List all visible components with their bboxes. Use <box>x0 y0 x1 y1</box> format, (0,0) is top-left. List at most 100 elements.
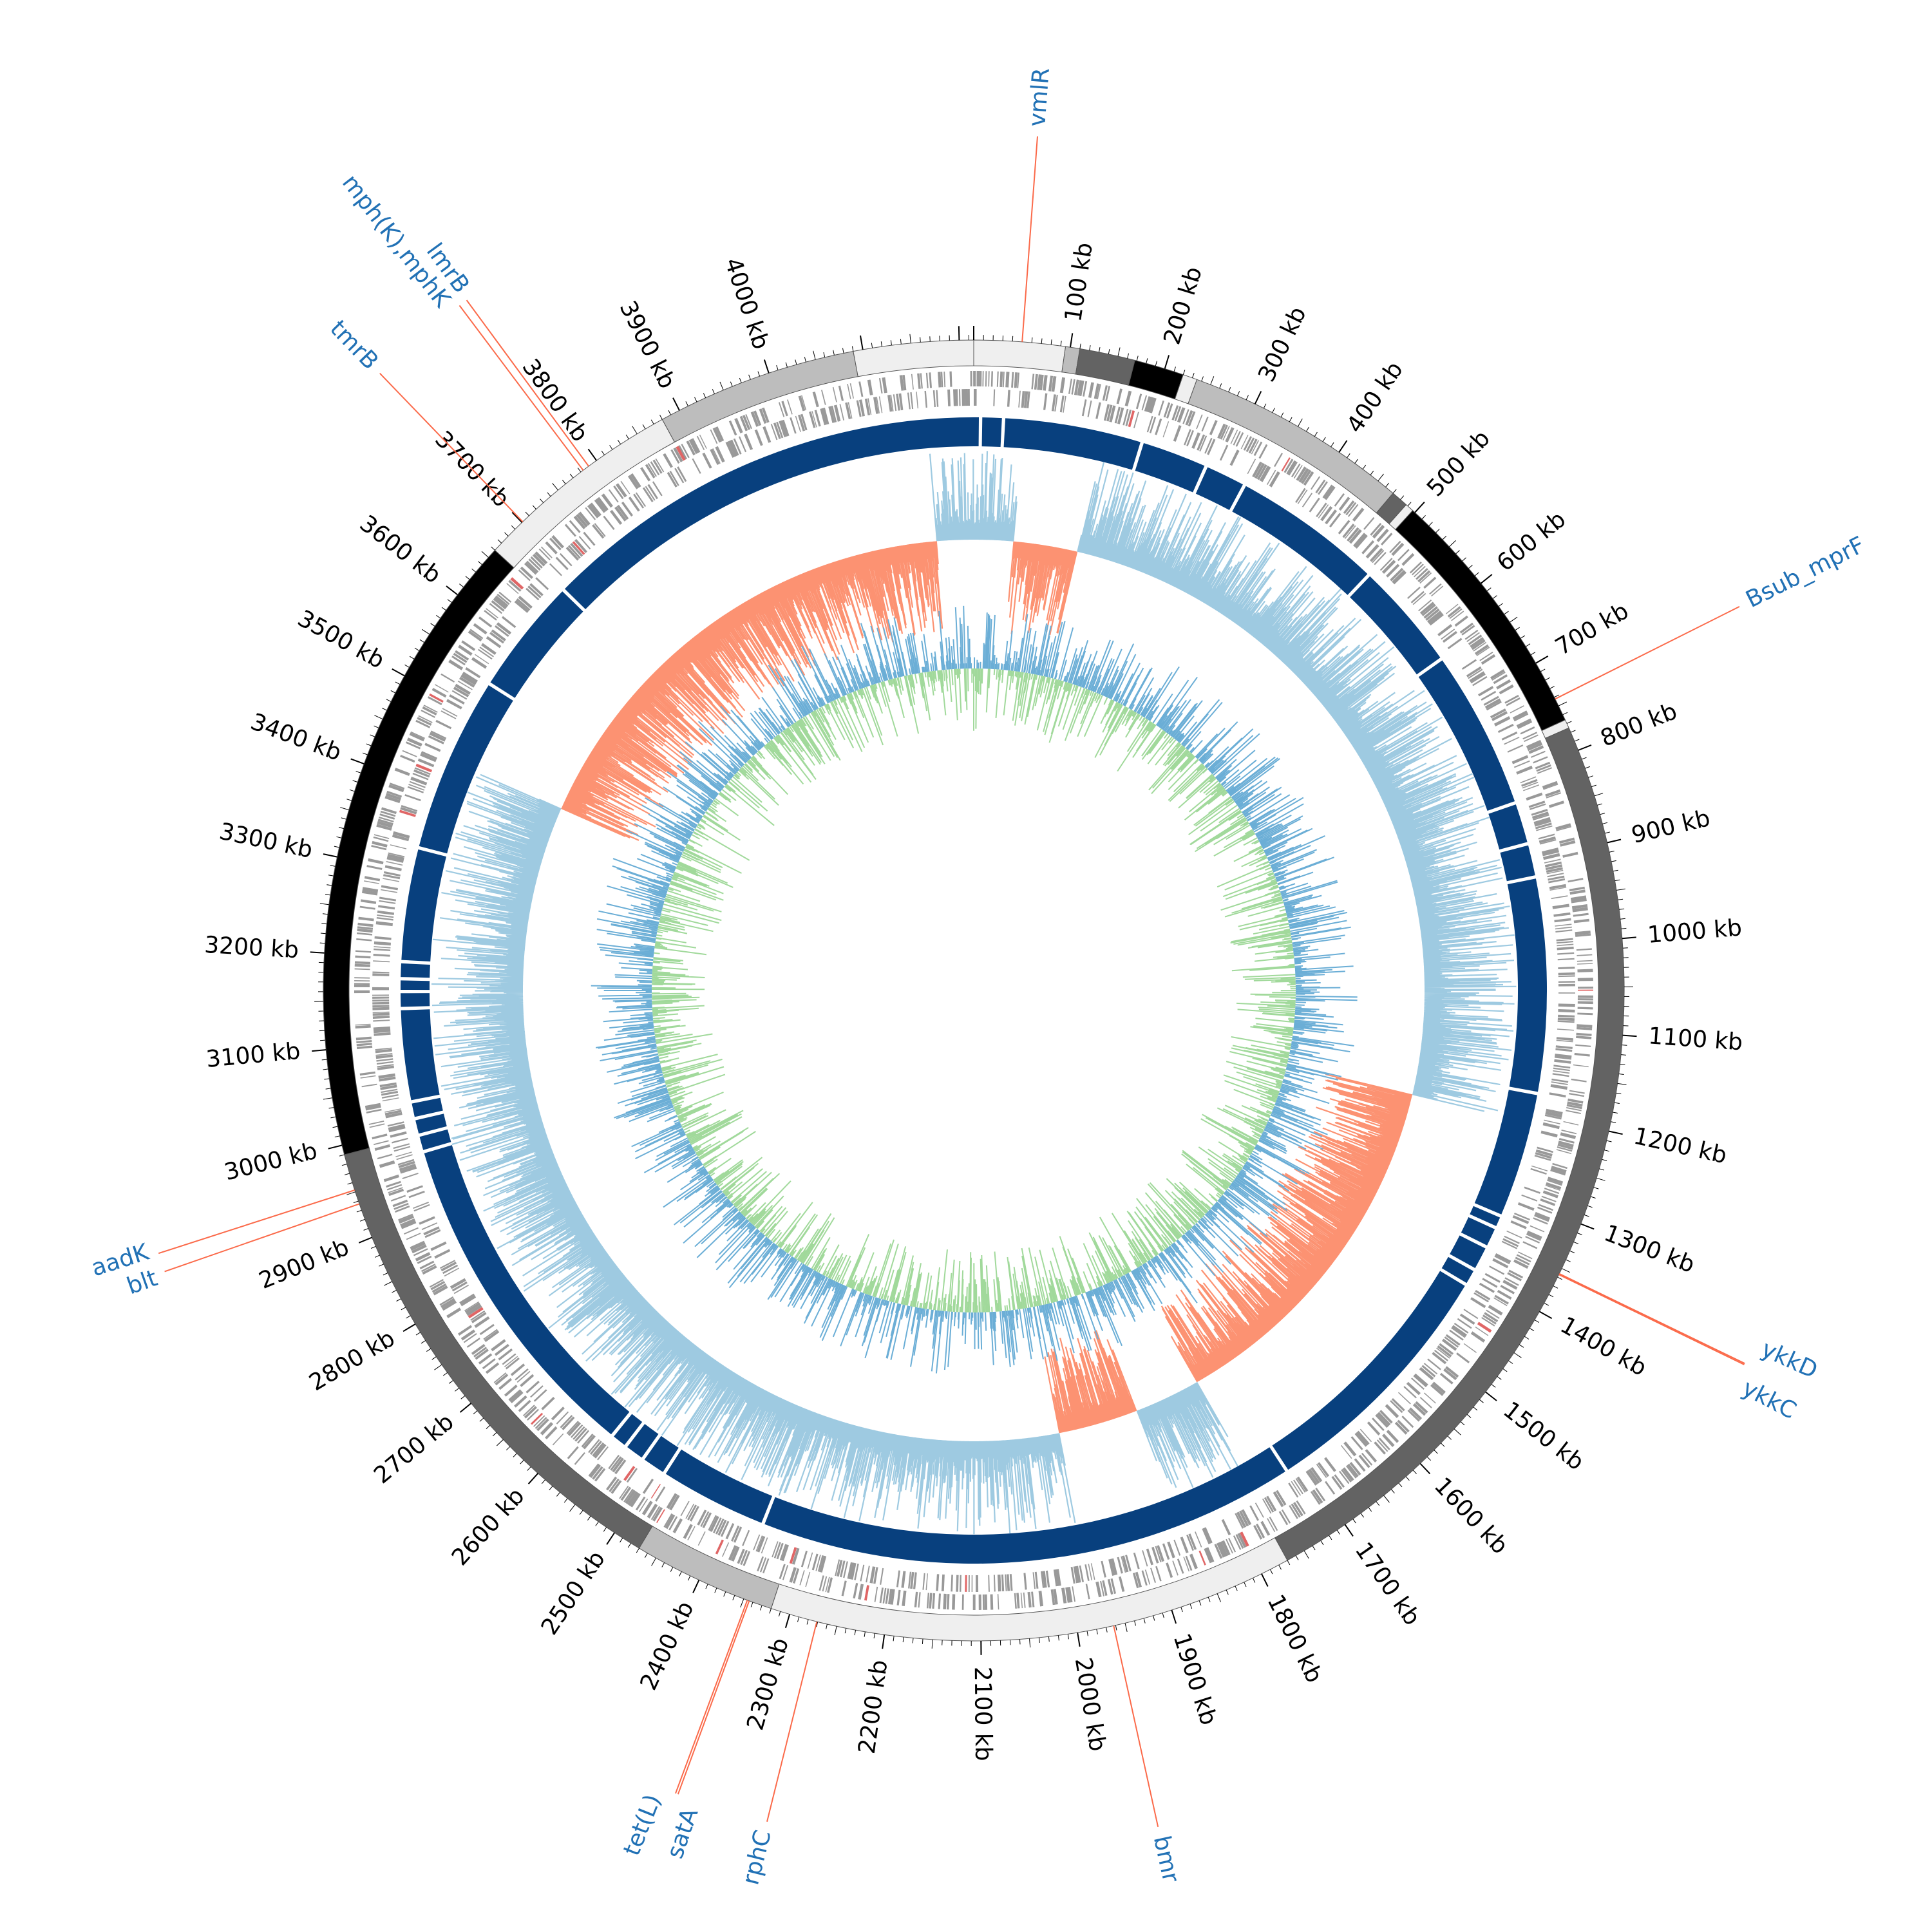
cds-feature <box>1150 1567 1156 1583</box>
minor-tick <box>1491 1384 1496 1388</box>
cds-feature <box>406 741 421 750</box>
cds-feature <box>440 1262 457 1272</box>
cds-feature <box>1437 1345 1452 1358</box>
cds-feature <box>489 632 505 644</box>
cds-feature <box>1051 376 1057 392</box>
minor-tick <box>1272 408 1275 413</box>
cds-feature <box>728 1545 737 1561</box>
cds-feature <box>647 462 657 477</box>
cds-feature <box>882 377 887 393</box>
minor-tick <box>370 734 375 737</box>
cds-feature <box>1558 967 1575 969</box>
minor-tick <box>1519 1344 1524 1348</box>
major-tick <box>1070 333 1074 348</box>
cds-feature <box>1038 1591 1043 1607</box>
cds-feature <box>1536 764 1551 772</box>
cds-feature <box>1518 1251 1533 1260</box>
cds-feature <box>574 1428 587 1442</box>
cds-feature <box>1555 1045 1573 1049</box>
minor-tick <box>632 426 638 435</box>
minor-tick <box>473 1410 478 1415</box>
minor-tick <box>806 1619 809 1625</box>
cds-feature <box>739 415 748 431</box>
cds-feature <box>1437 624 1453 636</box>
cds-feature <box>1479 1282 1495 1293</box>
cds-feature <box>1343 1441 1357 1457</box>
cds-feature <box>395 1151 412 1157</box>
cds-feature <box>587 504 600 518</box>
cds-feature <box>444 1267 460 1277</box>
cds-feature <box>1578 987 1594 989</box>
cds-feature <box>375 1054 393 1059</box>
minor-tick <box>1048 1636 1050 1642</box>
cds-feature <box>1515 1256 1530 1265</box>
cds-feature <box>970 370 972 386</box>
cds-feature <box>373 960 390 963</box>
cds-feature <box>889 1589 895 1605</box>
minor-tick <box>1460 1421 1465 1426</box>
cds-feature <box>710 429 718 444</box>
minor-tick <box>340 807 349 811</box>
cds-feature <box>1516 1254 1531 1263</box>
cds-feature <box>1311 476 1321 490</box>
minor-tick <box>321 923 327 925</box>
cds-feature <box>440 673 455 683</box>
cds-feature <box>383 871 401 877</box>
cds-feature <box>1401 1416 1414 1428</box>
cds-feature <box>781 1544 789 1562</box>
cds-feature <box>1534 820 1551 827</box>
cds-feature <box>1555 926 1572 930</box>
cds-feature <box>1293 1502 1303 1517</box>
minor-tick <box>346 1191 355 1195</box>
cds-feature <box>807 1552 813 1569</box>
cds-feature <box>446 1307 462 1318</box>
cds-feature <box>647 1503 658 1519</box>
major-tick <box>1338 440 1348 453</box>
cds-feature <box>381 807 397 815</box>
cds-feature <box>429 732 446 742</box>
cds-feature <box>421 710 435 718</box>
gene-label: vmlR <box>1024 67 1055 128</box>
minor-tick <box>778 1611 781 1617</box>
contig-segment-17 <box>661 350 858 443</box>
cds-feature <box>761 1537 768 1554</box>
cds-feature <box>376 1061 393 1065</box>
cds-feature <box>1039 374 1044 390</box>
cds-feature <box>1283 459 1294 473</box>
minor-tick <box>609 445 613 450</box>
cds-feature <box>801 395 807 411</box>
cds-feature <box>1492 672 1506 681</box>
blue-feature-segment <box>424 1145 630 1435</box>
cds-feature <box>985 371 987 387</box>
cds-feature <box>1447 638 1463 650</box>
cds-feature <box>1528 800 1546 808</box>
cds-feature <box>451 655 466 666</box>
cds-feature <box>757 1535 766 1553</box>
cds-feature <box>1173 1539 1181 1556</box>
cds-feature <box>1347 504 1359 517</box>
cds-feature <box>1555 1048 1573 1052</box>
cds-feature <box>608 489 619 503</box>
cds-feature <box>612 1457 624 1473</box>
cds-feature <box>1291 463 1301 478</box>
minor-tick <box>1529 1327 1535 1332</box>
minor-tick <box>540 498 544 504</box>
cds-feature <box>357 928 373 933</box>
cds-feature <box>357 926 374 930</box>
cds-feature <box>1558 972 1575 976</box>
cds-feature <box>510 577 524 590</box>
minor-tick <box>1354 459 1358 464</box>
cds-feature <box>578 536 591 550</box>
cds-feature <box>1251 440 1260 455</box>
cds-feature <box>1537 1146 1553 1153</box>
cds-feature <box>676 446 686 461</box>
cds-feature <box>993 389 996 406</box>
cds-feature <box>1537 767 1552 774</box>
minor-tick <box>694 397 697 402</box>
cds-feature <box>372 1005 390 1008</box>
cds-feature <box>878 396 883 413</box>
cds-feature <box>466 1338 480 1348</box>
blue-feature-segment <box>665 1449 773 1523</box>
cds-feature <box>1018 390 1021 408</box>
cds-feature <box>1546 792 1562 799</box>
